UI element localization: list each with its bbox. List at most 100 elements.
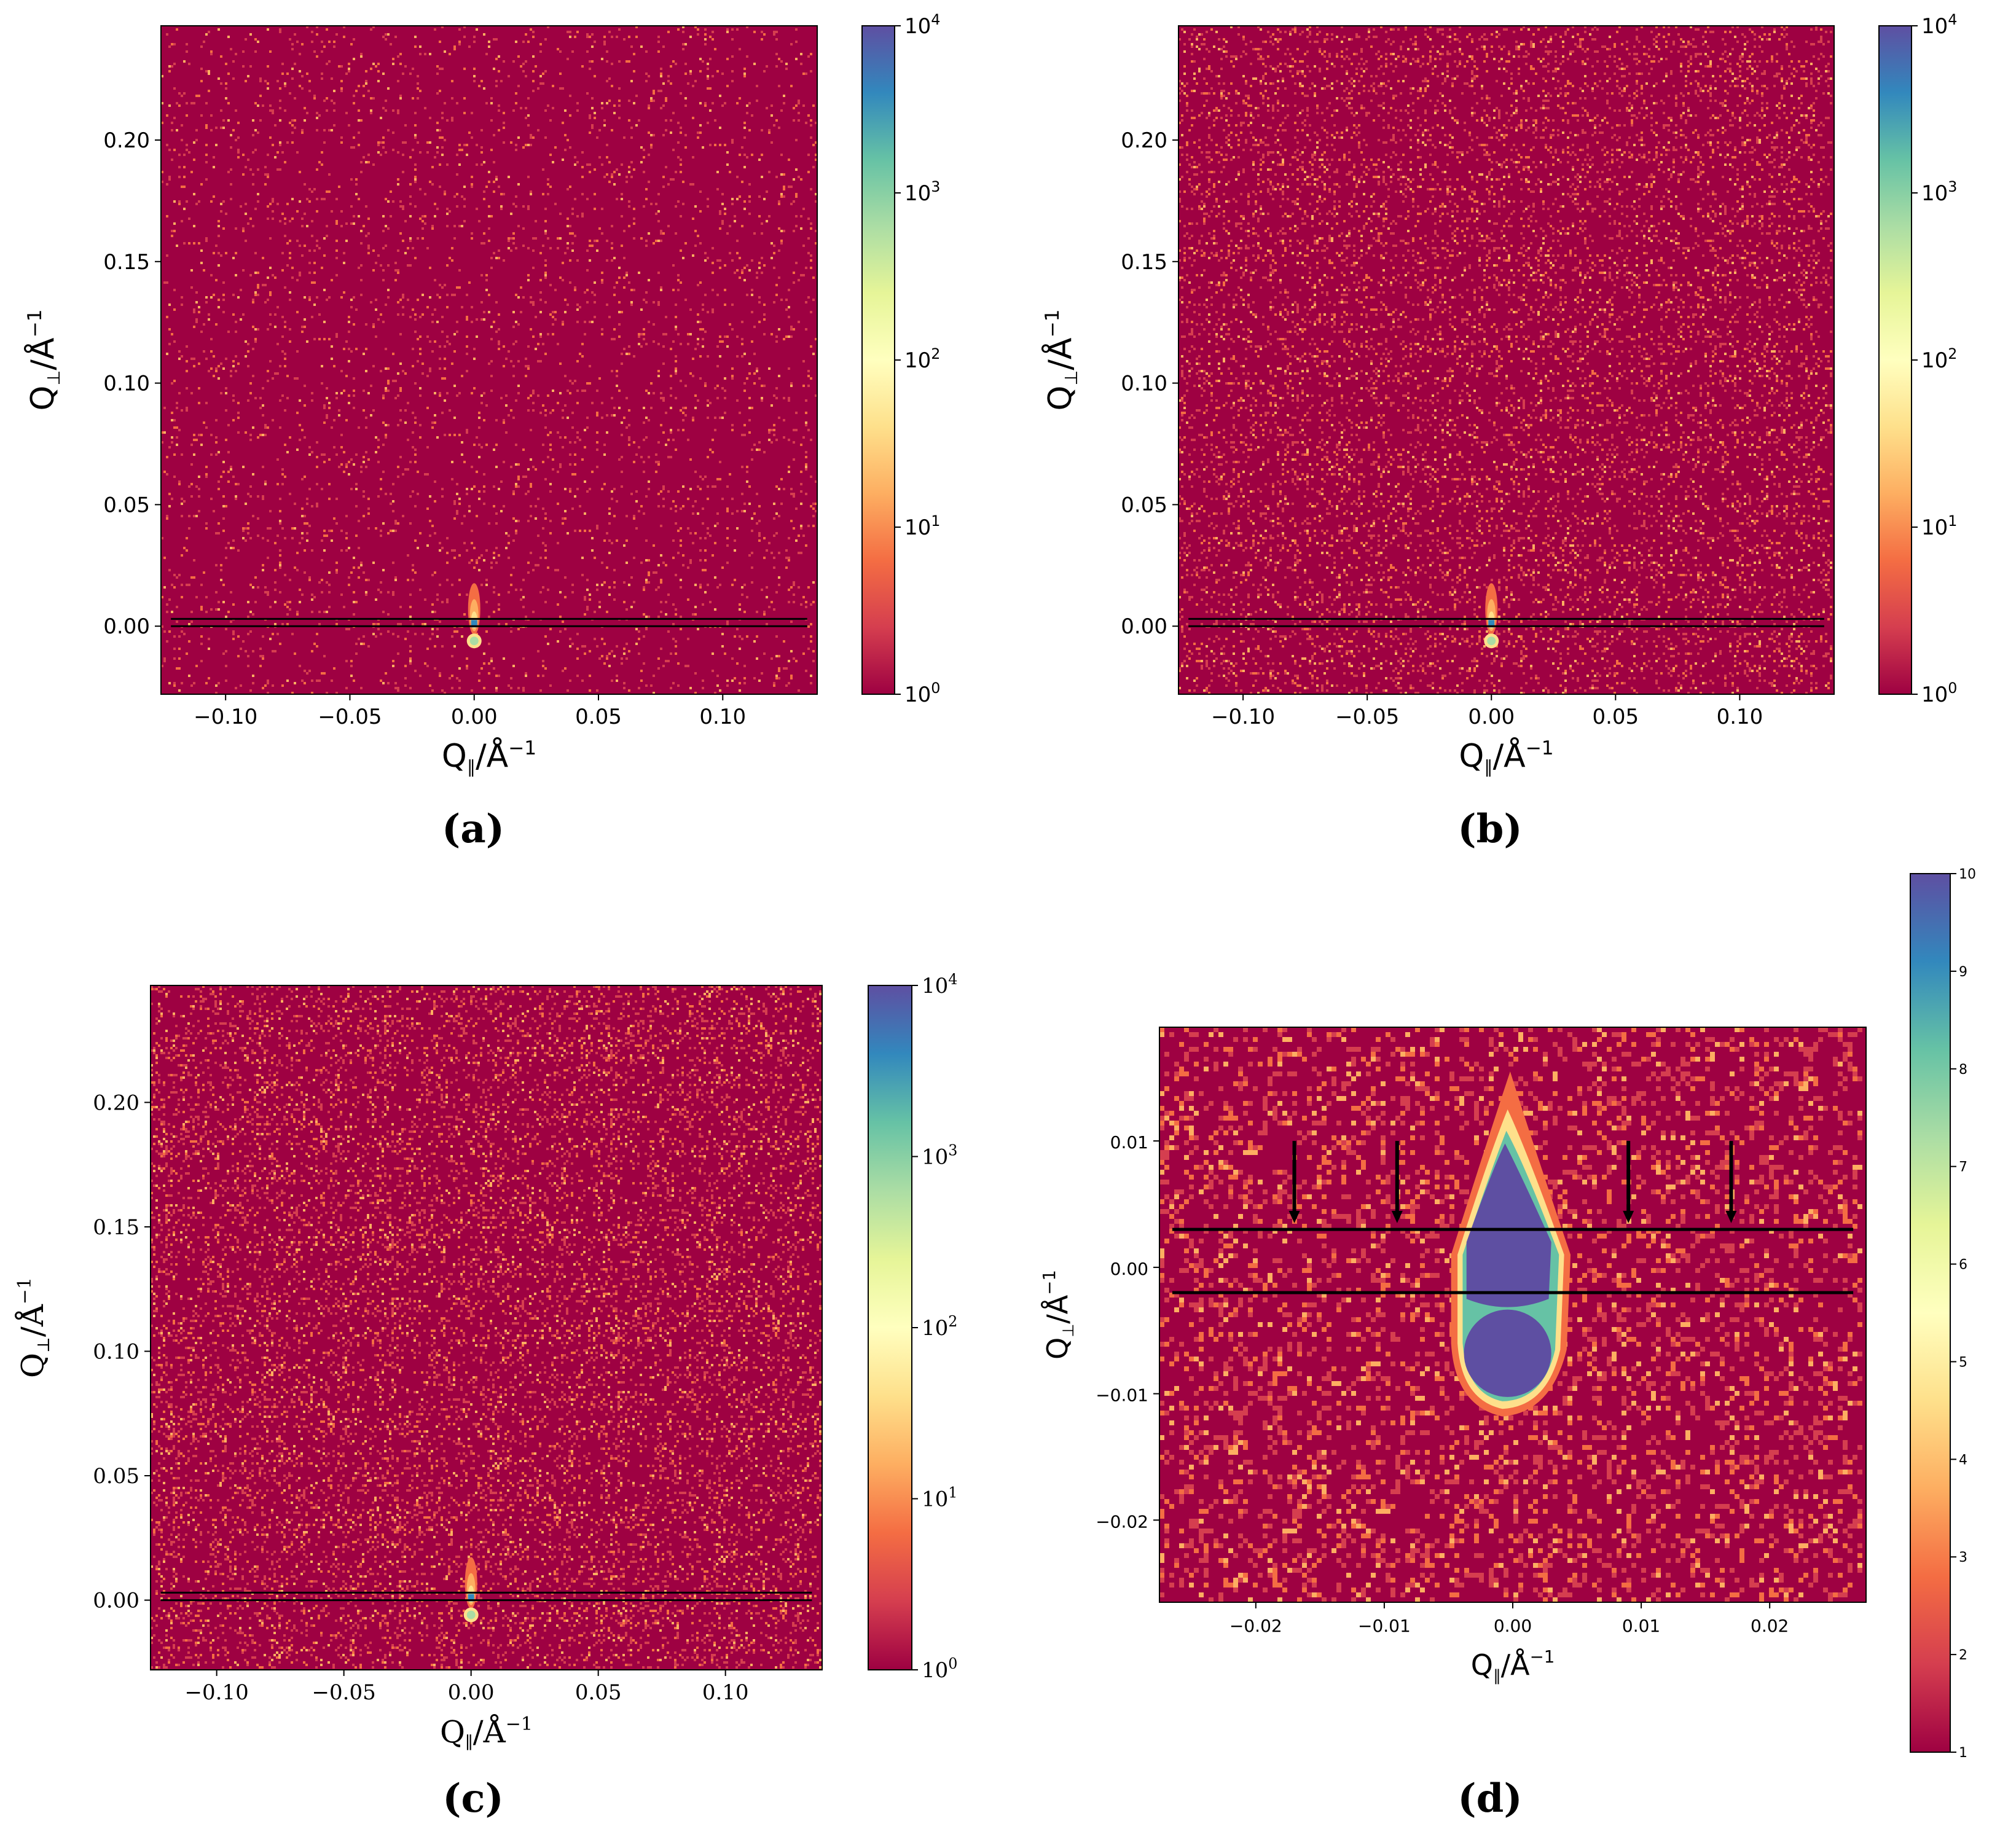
beam-core — [1488, 620, 1495, 628]
x-tick-label: −0.10 — [1211, 705, 1275, 729]
colorbar-tick-label: 10 — [1959, 867, 1976, 882]
y-tick-label: 0.20 — [103, 128, 150, 153]
x-tick-label: 0.05 — [575, 1680, 622, 1705]
arrow-head — [1391, 1210, 1403, 1223]
panel-label-c: (c) — [442, 1776, 504, 1822]
colorbar-tick-label: 100 — [922, 1655, 957, 1683]
colorbar — [861, 25, 895, 695]
y-axis-label: Q⊥/Å−1 — [23, 310, 64, 411]
arrow — [1725, 1141, 1737, 1223]
panel-d: −0.02 −0.01 0.00 0.01 0.02 −0.02 −0.01 0.00 0.01… — [1000, 860, 2000, 1848]
x-axis-label: Q∥/Å−1 — [1459, 737, 1553, 777]
colorbar-tick-label: 5 — [1959, 1355, 1967, 1370]
panel-label-d: (d) — [1457, 1776, 1523, 1822]
y-tick-label: 0.20 — [93, 1090, 139, 1115]
heatmap-b: −0.10 −0.05 0.00 0.05 0.10 0.00 0.05 0.10 0.15 0.… — [1041, 11, 1957, 777]
x-tick-label: −0.05 — [318, 705, 382, 729]
y-tick-label: 0.01 — [1110, 1132, 1148, 1153]
heatmap-background — [151, 985, 822, 1670]
colorbar-tick-label: 9 — [1959, 965, 1967, 980]
colorbar-tick-label: 101 — [922, 1484, 957, 1512]
x-tick-label: −0.10 — [194, 705, 257, 729]
x-tick-label: 0.05 — [575, 705, 622, 729]
specular-blob — [1451, 1071, 1571, 1417]
direct-beam-core — [1487, 636, 1496, 646]
y-tick-label: 0.10 — [103, 372, 150, 396]
y-tick-label: 0.10 — [1121, 372, 1167, 396]
x-tick-label: −0.01 — [1358, 1616, 1411, 1636]
colorbar-tick-label: 7 — [1959, 1160, 1967, 1175]
x-tick-label: 0.00 — [448, 1680, 495, 1705]
colorbar-tick-label: 3 — [1959, 1550, 1967, 1565]
y-tick-label: 0.05 — [103, 493, 150, 517]
x-axis-label: Q∥/Å−1 — [440, 1713, 533, 1753]
panel-c: −0.10 −0.05 0.00 0.05 0.10 0.00 0.05 0.10 0.15 0.… — [0, 922, 1000, 1848]
x-tick-label: −0.05 — [1335, 705, 1399, 729]
heatmap-noise — [1178, 26, 1832, 694]
heatmap-a: −0.10 −0.05 0.00 0.05 0.10 0.00 0.05 0.10 0.15 0.… — [23, 11, 940, 777]
noise-layer — [1178, 26, 1832, 694]
x-tick-label: −0.10 — [185, 1680, 249, 1705]
colorbar-tick-label: 1 — [1959, 1745, 1967, 1761]
y-tick-label: 0.05 — [93, 1464, 139, 1489]
x-tick-label: 0.02 — [1751, 1616, 1789, 1636]
colorbar-tick-label: 104 — [1921, 11, 1957, 39]
specular-beam — [1484, 583, 1499, 649]
arrow — [1288, 1141, 1300, 1223]
y-axis-label: Q⊥/Å−1 — [1039, 1270, 1077, 1360]
x-tick-label: 0.10 — [699, 705, 746, 729]
colorbar-tick-label: 2 — [1959, 1648, 1967, 1663]
x-axis-label: Q∥/Å−1 — [1471, 1646, 1555, 1685]
arrow-head — [1623, 1210, 1634, 1223]
x-axis-label: Q∥/Å−1 — [442, 737, 536, 777]
colorbar-tick-label: 100 — [904, 679, 940, 707]
colorbar — [1910, 873, 1951, 1753]
y-tick-label: 0.00 — [1110, 1259, 1148, 1279]
colorbar-tick-label: 100 — [1921, 679, 1957, 707]
specular-beam — [463, 1557, 479, 1623]
specular-beam — [466, 583, 482, 649]
colorbar-tick-label: 8 — [1959, 1062, 1967, 1078]
panel-label-b: (b) — [1457, 806, 1523, 852]
arrow — [1623, 1141, 1634, 1223]
y-tick-label: 0.10 — [93, 1339, 139, 1364]
x-tick-label: 0.00 — [451, 705, 498, 729]
blob-core-upper — [1466, 1143, 1551, 1307]
arrow-head — [1725, 1210, 1737, 1223]
colorbar-tick-label: 103 — [1921, 178, 1957, 206]
colorbar-tick-label: 103 — [922, 1142, 957, 1170]
colorbar-tick-label: 103 — [904, 178, 940, 206]
colorbar-tick-label: 104 — [922, 971, 957, 998]
y-tick-label: 0.00 — [1121, 614, 1167, 639]
plot-frame — [1178, 25, 1835, 695]
x-tick-label: 0.10 — [702, 1680, 749, 1705]
arrow-head — [1288, 1210, 1300, 1223]
y-tick-label: 0.15 — [103, 250, 150, 275]
plot-frame — [160, 25, 818, 695]
y-tick-label: 0.15 — [93, 1215, 139, 1240]
panel-a: −0.10 −0.05 0.00 0.05 0.10 0.00 0.05 0.10 0.15 0.… — [0, 0, 1000, 922]
y-tick-label: 0.05 — [1121, 493, 1167, 517]
colorbar-tick-label: 102 — [922, 1313, 957, 1341]
x-tick-label: 0.00 — [1468, 705, 1515, 729]
y-axis-label: Q⊥/Å−1 — [1041, 310, 1081, 411]
blob-core-lower — [1464, 1309, 1551, 1397]
colorbar — [1878, 25, 1912, 695]
beam-core — [471, 620, 477, 628]
x-tick-label: 0.00 — [1494, 1616, 1532, 1636]
direct-beam-core — [466, 1610, 476, 1619]
colorbar — [868, 985, 912, 1670]
colorbar-tick-label: 101 — [1921, 512, 1957, 540]
direct-beam-core — [469, 636, 479, 646]
x-tick-label: 0.01 — [1622, 1616, 1660, 1636]
y-tick-label: −0.02 — [1096, 1511, 1148, 1532]
y-tick-label: 0.20 — [1121, 128, 1167, 153]
x-tick-label: −0.02 — [1229, 1616, 1282, 1636]
heatmap-d: −0.02 −0.01 0.00 0.01 0.02 −0.02 −0.01 0.00 0.01… — [1039, 867, 1976, 1761]
plot-frame — [150, 985, 823, 1670]
colorbar-tick-label: 4 — [1959, 1452, 1967, 1468]
y-tick-label: 0.00 — [103, 614, 150, 639]
colorbar-tick-label: 6 — [1959, 1258, 1967, 1273]
colorbar-tick-label: 101 — [904, 512, 940, 540]
noise-layer — [1178, 26, 1832, 694]
